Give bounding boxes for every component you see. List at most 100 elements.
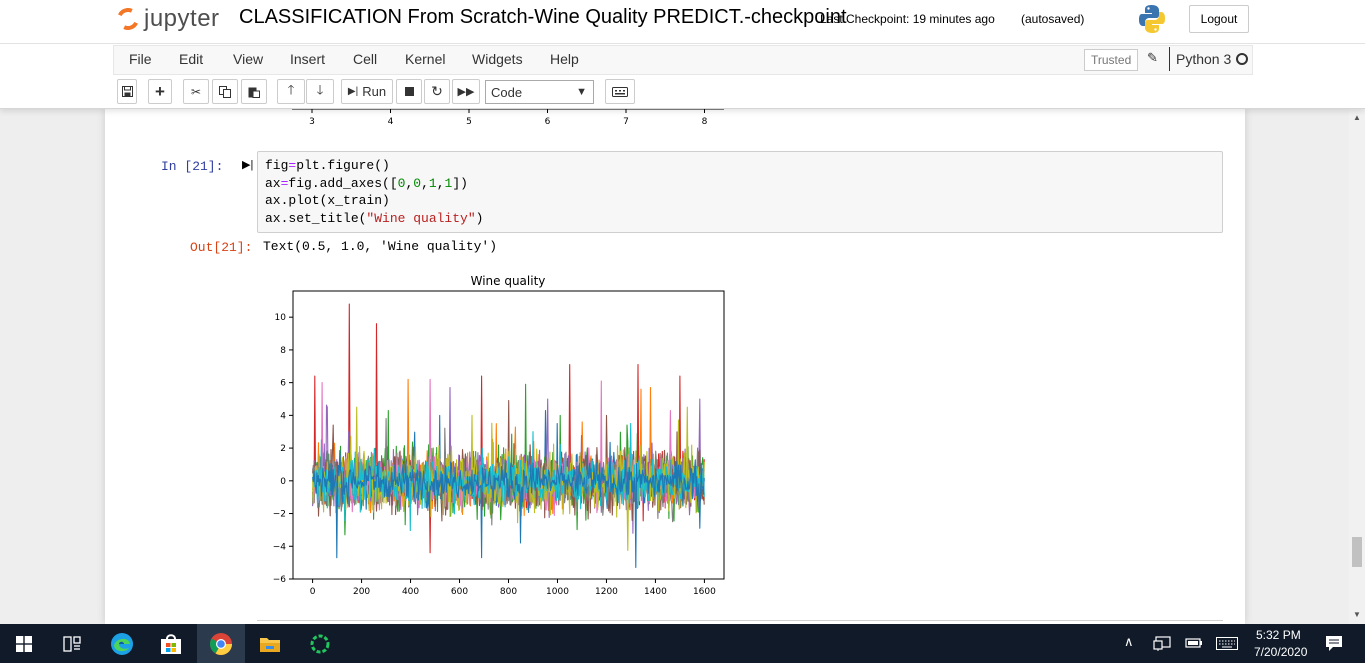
task-view-button[interactable]: [48, 624, 96, 663]
y-tick-label: 2: [280, 444, 286, 454]
x-tick-label: 1600: [693, 587, 716, 597]
scissors-icon: ✂: [190, 84, 202, 99]
touch-keyboard-icon[interactable]: [1216, 637, 1238, 650]
prev-x-tick-label: 3: [309, 117, 315, 127]
start-button[interactable]: [0, 624, 48, 663]
x-tick-label: 400: [402, 587, 419, 597]
logout-button[interactable]: Logout: [1189, 5, 1249, 33]
scroll-thumb[interactable]: [1352, 537, 1362, 567]
action-center-icon[interactable]: [1325, 635, 1343, 652]
python-kernel-logo-icon: [1139, 5, 1165, 33]
x-tick-label: 800: [500, 587, 517, 597]
restart-icon: ↻: [431, 83, 443, 99]
scroll-down-icon[interactable]: ▼: [1353, 610, 1361, 619]
trusted-indicator[interactable]: Trusted: [1084, 49, 1139, 71]
kernel-idle-indicator-icon: [1236, 53, 1248, 65]
restart-run-all-button[interactable]: ▶▶: [452, 79, 480, 104]
x-tick-label: 600: [451, 587, 468, 597]
interrupt-button[interactable]: [396, 79, 422, 104]
prev-x-tick-label: 8: [702, 117, 708, 127]
cell-output-text: Text(0.5, 1.0, 'Wine quality'): [263, 239, 498, 254]
chrome-icon: [210, 632, 232, 655]
restart-button[interactable]: ↻: [424, 79, 450, 104]
menu-help[interactable]: Help: [550, 51, 579, 67]
insert-cell-button[interactable]: +: [148, 79, 172, 104]
y-tick-label: −4: [273, 542, 287, 552]
code-line-1: fig=plt.figure(): [265, 158, 390, 173]
y-tick-label: 10: [275, 313, 287, 323]
jupyter-logo[interactable]: jupyter: [113, 4, 220, 34]
clock-date[interactable]: 7/20/2020: [1254, 645, 1308, 659]
show-hidden-icons-chevron-icon[interactable]: ∧: [1124, 634, 1134, 649]
move-up-button[interactable]: 🡑: [277, 79, 305, 104]
save-icon: [121, 86, 133, 97]
copy-icon: [219, 85, 231, 98]
code-line-3: ax.plot(x_train): [265, 193, 390, 208]
series-line: [312, 422, 705, 532]
kernel-name: Python 3: [1169, 47, 1231, 71]
edit-mode-pencil-icon: ✎: [1147, 50, 1158, 65]
x-tick-label: 1200: [595, 587, 618, 597]
windows-taskbar: ∧ 5:32 PM 7/20/2020: [0, 624, 1365, 663]
jupyter-logo-icon: [113, 4, 143, 34]
chart-title: Wine quality: [471, 274, 546, 288]
prev-x-tick-label: 4: [388, 117, 394, 127]
plus-icon: +: [155, 81, 165, 101]
chart-axes: 0 200 400 600 800 1000 1200 1400 1600 −6 −4 −2 0 2 4 6 8…: [273, 313, 716, 597]
notebook-title[interactable]: CLASSIFICATION From Scratch-Wine Quality…: [239, 6, 847, 28]
y-tick-label: 4: [280, 411, 286, 421]
scroll-up-icon[interactable]: ▲: [1353, 113, 1361, 122]
copy-button[interactable]: [212, 79, 238, 104]
next-cell-edge: [257, 620, 1223, 630]
cell-run-icon[interactable]: ▶|: [242, 159, 254, 171]
app-loading-taskbar-button[interactable]: [296, 624, 344, 663]
y-tick-label: −6: [273, 575, 287, 585]
menu-insert[interactable]: Insert: [290, 51, 326, 67]
windows-logo-icon: [16, 635, 32, 652]
series-line: [312, 441, 705, 569]
cell-input-prompt: In [21]:: [161, 159, 224, 174]
prev-x-tick-label: 5: [466, 117, 472, 127]
cell-type-select[interactable]: Code ▼: [485, 80, 594, 104]
fast-forward-icon: ▶▶: [457, 86, 475, 98]
move-down-button[interactable]: 🡓: [306, 79, 334, 104]
folder-icon: [260, 637, 280, 652]
header-divider: [0, 43, 1365, 44]
menu-edit[interactable]: Edit: [179, 51, 204, 67]
command-palette-button[interactable]: [605, 79, 635, 104]
wine-quality-chart: Wine quality 0 200 400 600 800 1000 1200 1400 16…: [273, 274, 725, 597]
notebook-header: jupyter CLASSIFICATION From Scratch-Wine…: [0, 0, 1365, 109]
step-forward-icon: ▶|: [347, 86, 359, 97]
battery-icon[interactable]: [1185, 637, 1203, 649]
network-icon[interactable]: [1153, 636, 1171, 652]
run-button[interactable]: ▶| Run: [341, 79, 393, 104]
menu-kernel[interactable]: Kernel: [405, 51, 446, 67]
chrome-taskbar-button[interactable]: [197, 624, 245, 663]
x-tick-label: 200: [353, 587, 370, 597]
arrow-down-icon: 🡓: [316, 81, 324, 97]
keyboard-icon: [612, 86, 628, 97]
file-explorer-taskbar-button[interactable]: [246, 624, 294, 663]
edge-taskbar-button[interactable]: [98, 624, 146, 663]
x-tick-label: 1400: [644, 587, 667, 597]
store-taskbar-button[interactable]: [147, 624, 195, 663]
paste-button[interactable]: [241, 79, 267, 104]
menu-cell[interactable]: Cell: [353, 51, 378, 67]
chevron-down-icon: ▼: [576, 86, 587, 98]
previous-plot-axis: 3 4 5 6 7 8: [291, 106, 725, 127]
jupyter-logo-text: jupyter: [144, 5, 220, 32]
x-tick-label: 1000: [546, 587, 569, 597]
menu-file[interactable]: File: [129, 51, 152, 67]
paste-icon: [248, 87, 260, 98]
code-cell-editor[interactable]: fig=plt.figure() ax=fig.add_axes([0,0,1,…: [257, 151, 1223, 233]
menu-view[interactable]: View: [233, 51, 264, 67]
stop-icon: [404, 87, 414, 96]
prev-x-tick-label: 6: [545, 117, 551, 127]
save-button[interactable]: [117, 79, 137, 104]
clock-time[interactable]: 5:32 PM: [1256, 628, 1301, 642]
cell-output-prompt: Out[21]:: [190, 240, 253, 255]
cut-button[interactable]: ✂: [183, 79, 209, 104]
menu-widgets[interactable]: Widgets: [472, 51, 523, 67]
page-scrollbar[interactable]: ▲ ▼: [1349, 109, 1365, 624]
y-tick-label: 8: [280, 346, 286, 356]
